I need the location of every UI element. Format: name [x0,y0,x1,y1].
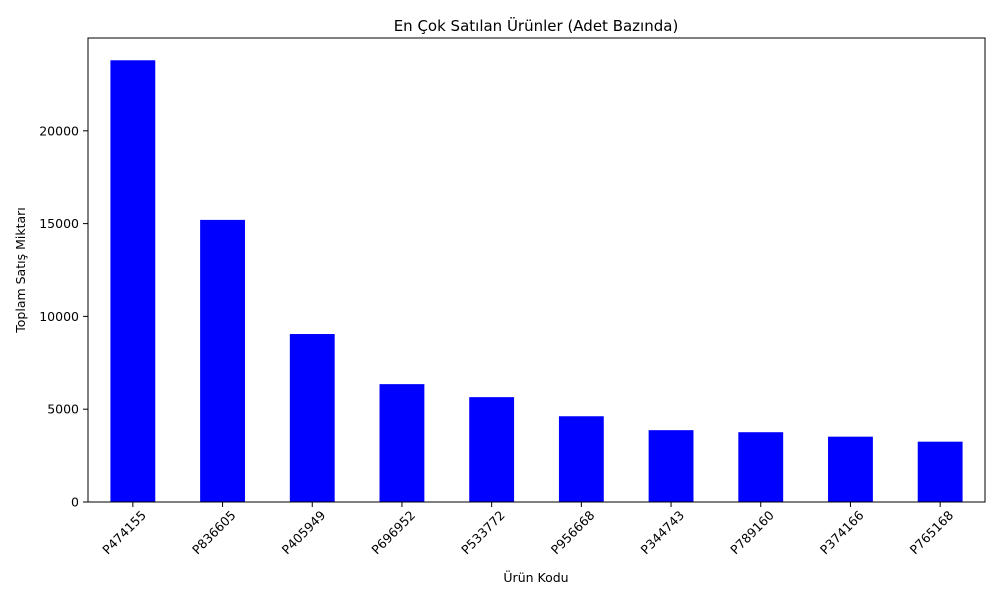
x-tick-label: P374166 [817,507,867,557]
y-tick-label: 0 [71,495,79,510]
y-tick-label: 5000 [47,402,79,417]
bar-P344743 [648,430,694,502]
y-tick-label: 20000 [39,123,79,138]
x-tick-label: P533772 [458,508,508,558]
bar-P374166 [828,436,873,502]
x-tick-label: P344743 [637,508,687,558]
bar-P765168 [917,441,963,502]
bar-P405949 [289,334,335,502]
y-tick-label: 10000 [39,309,79,324]
bar-P474155 [110,60,156,503]
y-axis-ticks: 0 5000 10000 15000 20000 [39,123,88,510]
plot-frame [87,37,986,503]
bar-P836605 [200,219,245,502]
bar-P696952 [379,384,425,502]
bar-P956668 [558,416,604,502]
x-axis-label: Ürün Kodu [503,569,568,585]
x-tick-label: P696952 [368,508,418,558]
bars-group [110,60,963,503]
chart-title: En Çok Satılan Ürünler (Adet Bazında) [394,16,679,35]
x-tick-label: P956668 [548,507,598,557]
x-tick-label: P474155 [99,508,149,558]
bar-P533772 [469,397,515,502]
x-tick-label: P789160 [727,507,777,557]
x-tick-label: P765168 [907,507,957,557]
x-tick-label: P836605 [189,508,239,558]
x-axis-ticks: P474155 P836605 P405949 P696952 P533772 P9566… [99,502,956,557]
x-tick-label: P405949 [279,507,329,557]
y-tick-label: 15000 [39,216,79,231]
bar-P789160 [738,432,784,502]
y-axis-label: Toplam Satış Miktarı [13,207,28,334]
